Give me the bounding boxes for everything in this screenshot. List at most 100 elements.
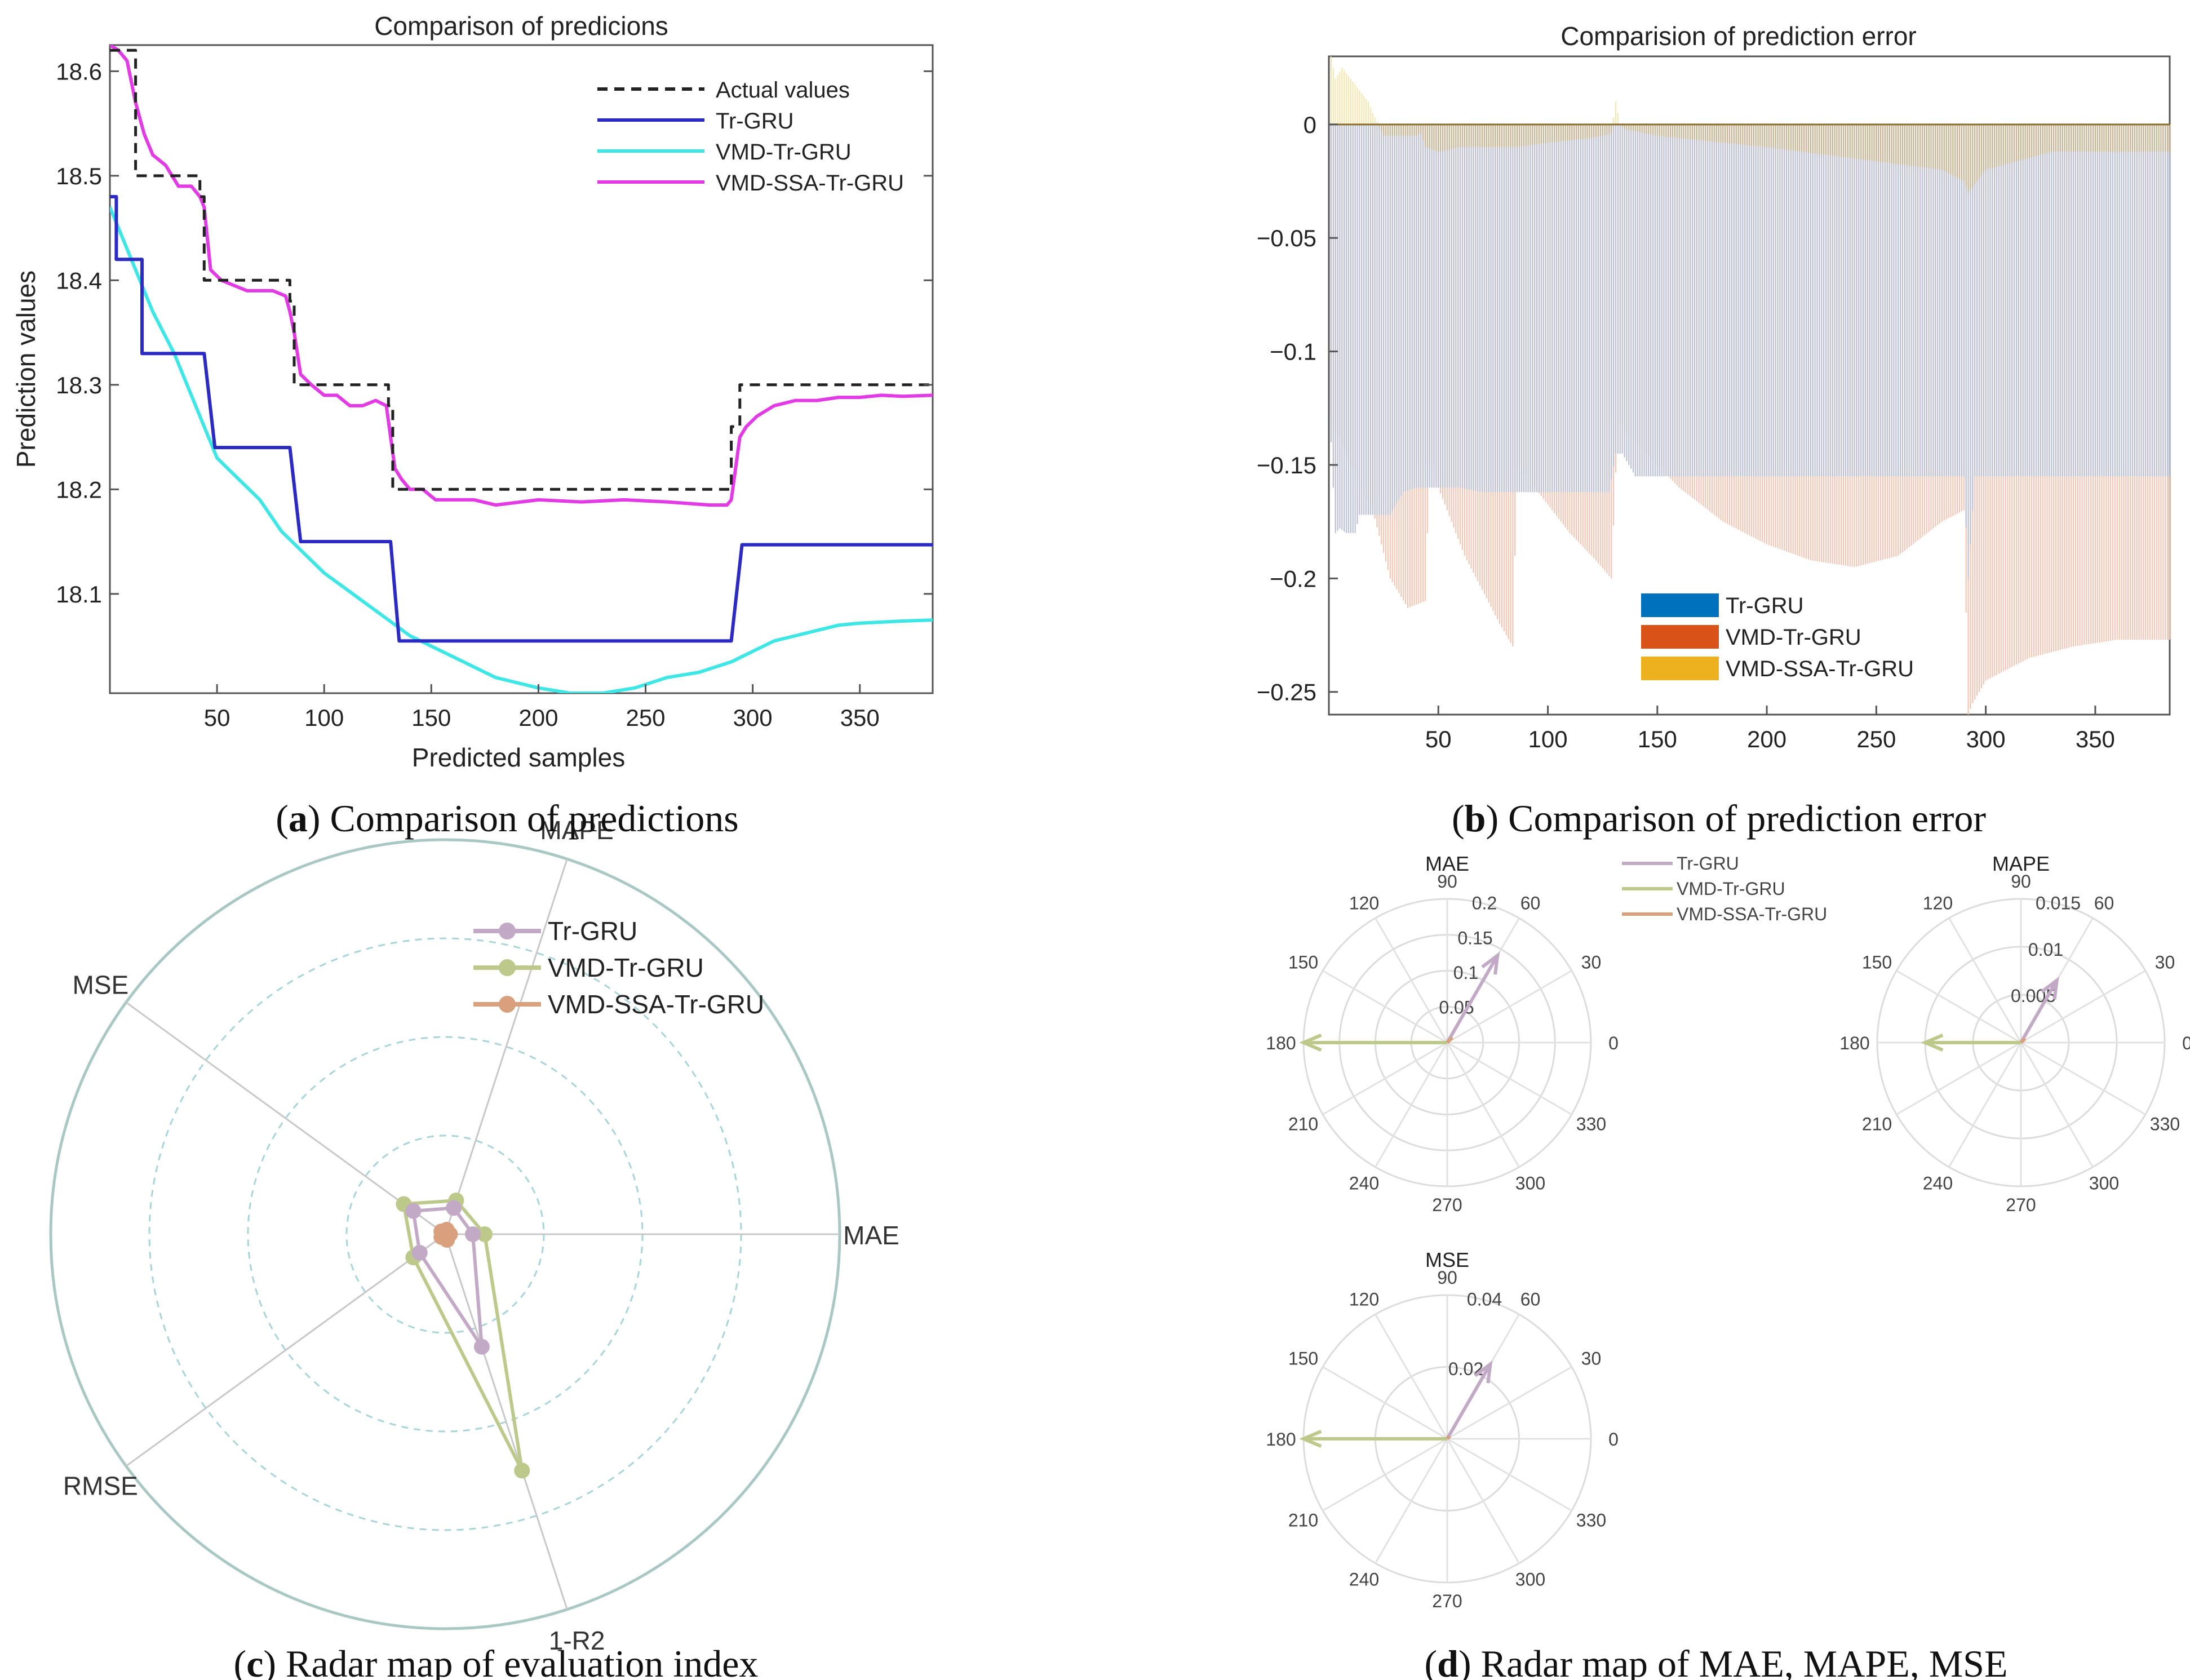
error-bar bbox=[1724, 124, 1726, 143]
legend-swatch bbox=[1641, 657, 1719, 680]
error-bar bbox=[1477, 124, 1479, 148]
error-bar bbox=[1530, 124, 1531, 145]
radar-point bbox=[473, 1338, 490, 1355]
error-bar bbox=[1705, 124, 1706, 477]
error-bar bbox=[1560, 124, 1562, 141]
polar-radius-label: 0.015 bbox=[2036, 893, 2081, 914]
error-bar bbox=[1508, 124, 1509, 493]
polar-radius-label: 0.02 bbox=[1448, 1359, 1483, 1379]
error-bar bbox=[1556, 124, 1558, 142]
legend-label: VMD-Tr-GRU bbox=[548, 953, 704, 982]
error-bar bbox=[1547, 124, 1549, 143]
y-axis-label: Prediction values bbox=[11, 271, 41, 468]
bar-series bbox=[1329, 56, 2171, 715]
error-bar bbox=[1757, 124, 1759, 147]
error-bar bbox=[1672, 124, 1674, 138]
error-bar bbox=[1945, 124, 1947, 172]
error-bar bbox=[1989, 124, 1991, 169]
error-bar bbox=[1479, 124, 1481, 148]
error-bar bbox=[1965, 124, 1967, 528]
error-bar bbox=[2147, 124, 2149, 152]
error-bar bbox=[1829, 124, 1831, 477]
error-bar bbox=[2103, 124, 2105, 152]
error-bar bbox=[2074, 124, 2076, 152]
error-bar bbox=[1407, 124, 1408, 136]
error-bar bbox=[2103, 124, 2105, 477]
error-bar bbox=[1676, 124, 1678, 138]
error-bar bbox=[1426, 124, 1428, 488]
error-bar bbox=[1542, 124, 1544, 144]
error-bar bbox=[1886, 124, 1888, 477]
error-bar bbox=[2123, 124, 2125, 152]
polar-arrow bbox=[2019, 979, 2059, 1044]
polar-angle-label: 300 bbox=[1515, 1173, 1545, 1194]
error-bar bbox=[1648, 124, 1650, 134]
error-bar bbox=[1759, 124, 1761, 147]
error-bar bbox=[1978, 124, 1980, 179]
x-tick-label: 50 bbox=[204, 704, 230, 731]
error-bar bbox=[2108, 124, 2109, 477]
error-bar bbox=[1772, 124, 1774, 148]
polar-spoke bbox=[2020, 1042, 2094, 1168]
legend-label: VMD-Tr-GRU bbox=[1726, 625, 1861, 650]
error-bar bbox=[1954, 124, 1956, 477]
error-bar bbox=[1448, 124, 1450, 488]
panel-a-line-chart: Comparison of predicions 50 100 150 200 250 3… bbox=[11, 11, 934, 772]
error-bar bbox=[1799, 124, 1801, 152]
error-bar bbox=[1525, 124, 1527, 493]
error-bar bbox=[1854, 124, 1855, 477]
error-bar bbox=[1451, 124, 1452, 488]
error-bar bbox=[1989, 124, 1991, 477]
error-bar bbox=[1954, 124, 1956, 177]
polar-angle-label: 0 bbox=[1608, 1033, 1619, 1053]
polar-angle-label: 150 bbox=[1862, 952, 1892, 973]
x-tick-label: 200 bbox=[518, 704, 558, 731]
error-bar bbox=[2018, 124, 2019, 477]
caption-d: (d) Radar map of MAE, MAPE, MSE bbox=[1424, 1642, 2007, 1680]
error-bar bbox=[1945, 124, 1947, 477]
error-bar bbox=[2136, 124, 2138, 152]
error-bar bbox=[1495, 124, 1496, 493]
error-bar bbox=[2158, 124, 2160, 477]
error-bar bbox=[1347, 76, 1350, 125]
error-bar bbox=[1963, 124, 1965, 477]
error-bar bbox=[1727, 124, 1728, 477]
plot-area bbox=[109, 44, 934, 694]
error-bar bbox=[2002, 124, 2004, 477]
polar-angle-label: 210 bbox=[1288, 1510, 1318, 1531]
legend-label: VMD-SSA-Tr-GRU bbox=[1677, 904, 1827, 924]
polar-mape: 03060901201501802102402703003300.0050.01… bbox=[1839, 852, 2190, 1215]
error-bar bbox=[1700, 124, 1702, 477]
error-bar bbox=[2020, 124, 2021, 161]
error-bar bbox=[1967, 124, 1969, 579]
error-bar bbox=[1768, 124, 1770, 148]
error-bar bbox=[1696, 124, 1697, 140]
error-bar bbox=[1829, 124, 1831, 156]
error-bar bbox=[1740, 124, 1741, 145]
error-bar bbox=[2105, 124, 2107, 477]
polar-title: MSE bbox=[1425, 1248, 1469, 1271]
error-bar bbox=[1913, 124, 1914, 477]
error-bar bbox=[1562, 124, 1564, 493]
error-bar bbox=[1369, 107, 1371, 125]
error-bar bbox=[2002, 124, 2004, 165]
error-bar bbox=[1779, 124, 1781, 477]
error-bar bbox=[1713, 124, 1715, 142]
error-bar bbox=[1987, 124, 1989, 170]
error-bar bbox=[1772, 124, 1774, 477]
error-bar bbox=[1904, 124, 1905, 477]
error-bar bbox=[1674, 124, 1675, 477]
error-bar bbox=[1534, 124, 1536, 493]
error-bar bbox=[1492, 124, 1494, 493]
error-bar bbox=[1814, 124, 1816, 154]
legend-marker bbox=[499, 996, 516, 1013]
error-bar bbox=[1473, 124, 1474, 491]
error-bar bbox=[1457, 124, 1459, 148]
error-bar bbox=[1448, 124, 1450, 150]
error-bar bbox=[1582, 124, 1584, 139]
error-bar bbox=[1838, 124, 1840, 157]
error-bar bbox=[1683, 124, 1684, 477]
error-bar bbox=[1994, 124, 1996, 168]
error-bar bbox=[1542, 124, 1544, 493]
error-bar bbox=[1668, 124, 1669, 477]
